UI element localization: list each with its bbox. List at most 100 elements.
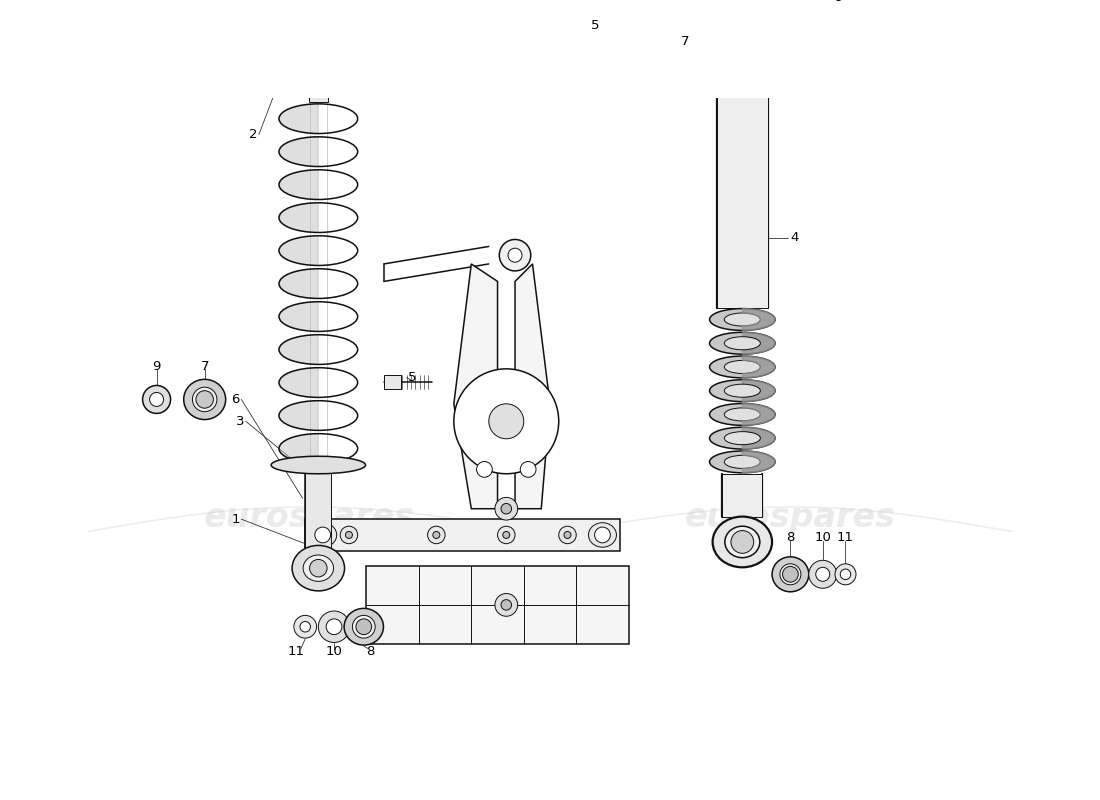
Ellipse shape	[287, 42, 350, 66]
Text: 7: 7	[200, 360, 209, 373]
Ellipse shape	[344, 608, 384, 645]
Text: 8: 8	[786, 531, 794, 544]
Ellipse shape	[710, 427, 776, 449]
Ellipse shape	[724, 361, 760, 374]
Circle shape	[816, 567, 829, 582]
Ellipse shape	[293, 546, 344, 591]
Ellipse shape	[352, 615, 375, 638]
Ellipse shape	[304, 555, 333, 582]
Circle shape	[454, 369, 559, 474]
Circle shape	[508, 248, 522, 262]
Circle shape	[840, 569, 850, 579]
Ellipse shape	[710, 451, 776, 473]
Ellipse shape	[668, 0, 703, 22]
Polygon shape	[279, 137, 318, 166]
Polygon shape	[279, 334, 318, 365]
Polygon shape	[742, 356, 775, 378]
Bar	[310, 2, 327, 54]
Text: 1: 1	[231, 513, 240, 526]
Ellipse shape	[724, 313, 760, 326]
Bar	[717, 62, 768, 308]
Polygon shape	[742, 451, 775, 473]
Ellipse shape	[710, 309, 776, 330]
Circle shape	[679, 0, 693, 13]
Text: 6: 6	[231, 393, 240, 406]
Circle shape	[300, 622, 310, 632]
Bar	[384, 375, 402, 389]
Circle shape	[340, 526, 358, 544]
Ellipse shape	[588, 522, 616, 547]
Bar	[305, 519, 620, 550]
Circle shape	[327, 619, 342, 634]
Polygon shape	[279, 269, 318, 298]
Text: 4: 4	[791, 231, 799, 244]
Text: 11: 11	[288, 645, 305, 658]
Ellipse shape	[184, 379, 226, 419]
Polygon shape	[279, 236, 318, 266]
Ellipse shape	[725, 0, 760, 31]
Text: 3: 3	[235, 414, 244, 428]
Circle shape	[818, 12, 833, 26]
Polygon shape	[742, 332, 775, 354]
Ellipse shape	[271, 456, 365, 474]
Ellipse shape	[724, 384, 760, 398]
Text: 5: 5	[408, 371, 417, 384]
Circle shape	[835, 564, 856, 585]
Polygon shape	[742, 403, 775, 426]
Circle shape	[143, 386, 170, 414]
Bar	[723, 474, 762, 518]
Ellipse shape	[290, 0, 346, 10]
Circle shape	[500, 600, 512, 610]
Circle shape	[503, 531, 509, 538]
Circle shape	[732, 530, 754, 554]
Circle shape	[150, 393, 164, 406]
Circle shape	[345, 531, 352, 538]
Ellipse shape	[724, 337, 760, 350]
Circle shape	[500, 503, 512, 514]
Polygon shape	[279, 434, 318, 463]
Ellipse shape	[772, 557, 808, 592]
Circle shape	[782, 566, 799, 582]
Circle shape	[309, 559, 327, 577]
Circle shape	[433, 531, 440, 538]
Ellipse shape	[710, 356, 776, 378]
Polygon shape	[279, 368, 318, 398]
Ellipse shape	[710, 380, 776, 402]
Polygon shape	[279, 401, 318, 430]
Bar	[366, 566, 629, 644]
Circle shape	[294, 615, 317, 638]
Polygon shape	[454, 264, 497, 509]
Bar	[305, 472, 331, 561]
Ellipse shape	[675, 0, 696, 17]
Polygon shape	[515, 264, 550, 509]
Ellipse shape	[725, 526, 760, 558]
Ellipse shape	[724, 432, 760, 445]
Text: eurospares: eurospares	[205, 501, 415, 534]
Ellipse shape	[711, 0, 773, 45]
Text: 9: 9	[834, 0, 843, 4]
Circle shape	[488, 404, 524, 438]
Ellipse shape	[724, 455, 760, 469]
Polygon shape	[742, 427, 775, 449]
Text: 2: 2	[249, 128, 257, 141]
Ellipse shape	[780, 564, 801, 585]
Circle shape	[318, 611, 350, 642]
Ellipse shape	[273, 0, 364, 14]
Bar	[729, 40, 756, 65]
Circle shape	[730, 2, 755, 27]
Text: 11: 11	[837, 531, 854, 544]
Circle shape	[428, 526, 446, 544]
Circle shape	[520, 462, 536, 478]
Ellipse shape	[192, 387, 217, 412]
Polygon shape	[279, 302, 318, 331]
Text: 5: 5	[591, 18, 600, 32]
Text: 10: 10	[814, 531, 832, 544]
Ellipse shape	[724, 408, 760, 421]
Text: 8: 8	[366, 645, 375, 658]
Text: 9: 9	[153, 360, 161, 373]
Ellipse shape	[710, 403, 776, 426]
Bar	[612, 0, 629, 12]
Circle shape	[495, 498, 518, 520]
Circle shape	[808, 560, 837, 588]
Circle shape	[595, 527, 610, 543]
